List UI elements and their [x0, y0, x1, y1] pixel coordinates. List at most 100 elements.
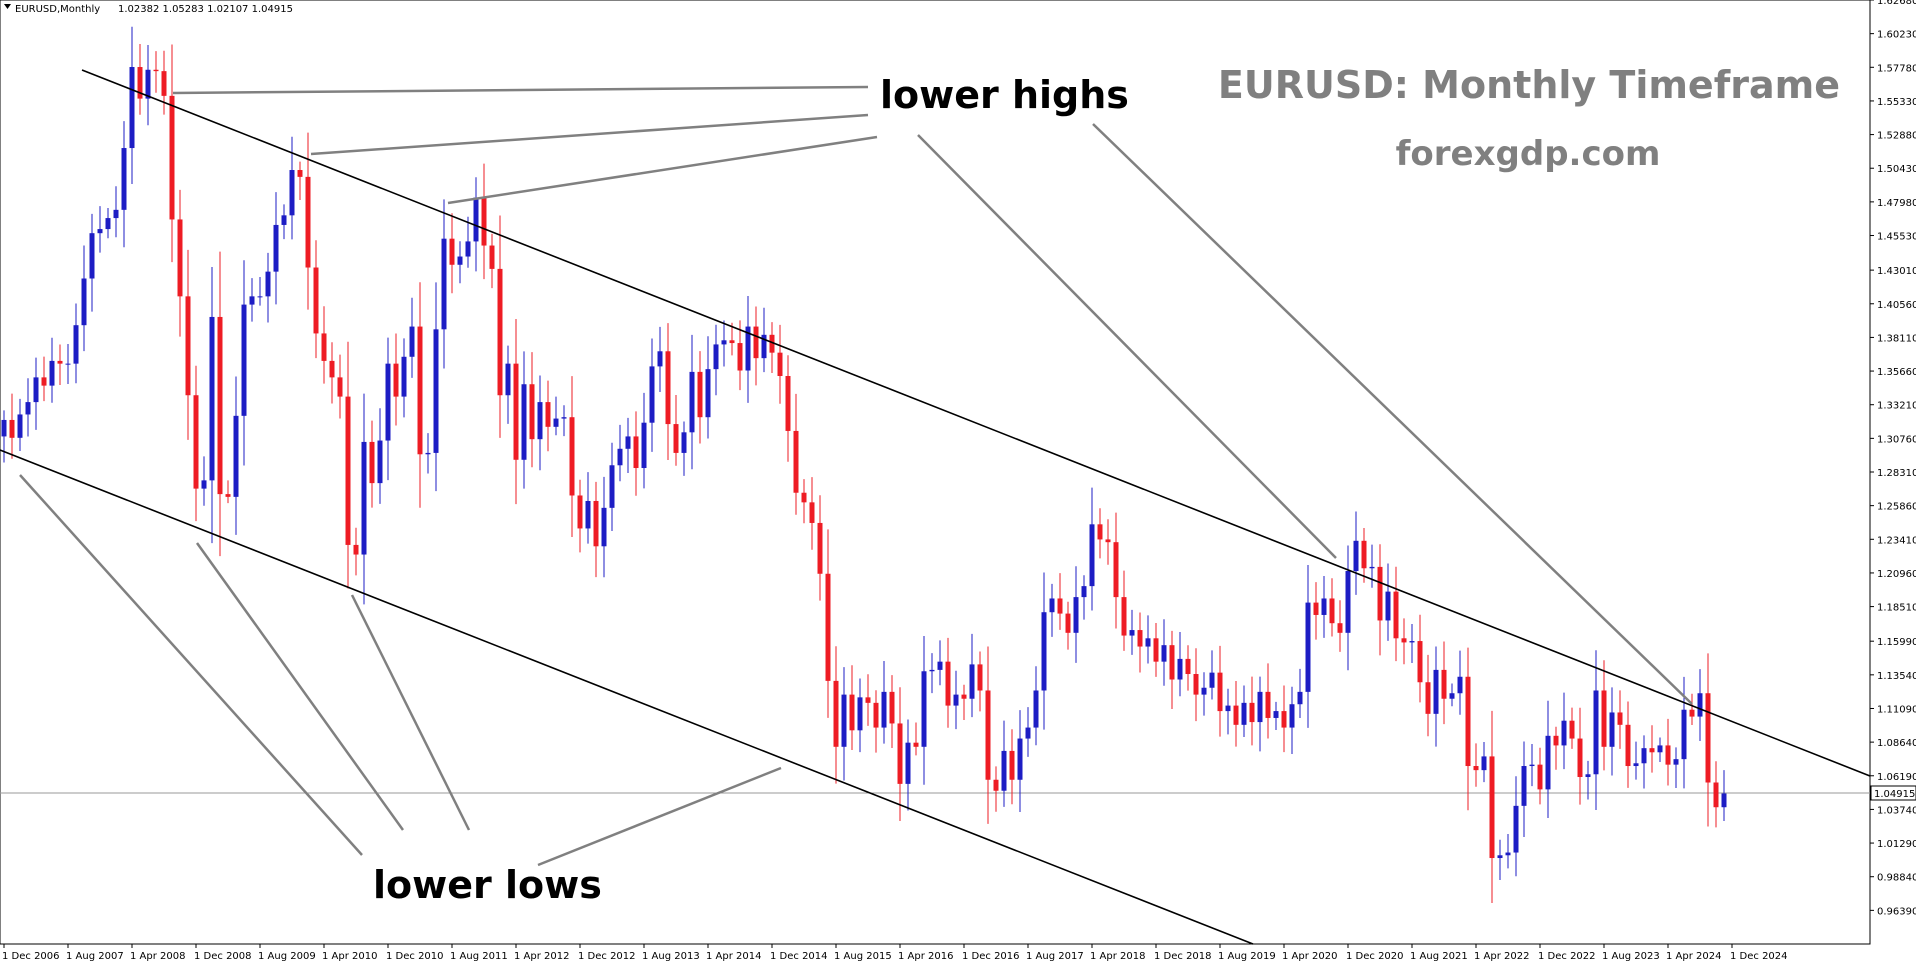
candle-body: [817, 522, 823, 574]
lower-lows-pointer-3: [350, 594, 471, 831]
x-tick-label: 1 Aug 2015: [834, 951, 892, 962]
y-tick-label: 1.45530: [1877, 232, 1916, 243]
candle-body: [1433, 669, 1439, 714]
lower-lows-label: lower lows: [373, 863, 602, 907]
candle-body: [257, 296, 263, 298]
x-tick-label: 1 Dec 2014: [770, 951, 828, 962]
candle-body: [1553, 735, 1559, 746]
candle-body: [897, 723, 903, 784]
candle-body: [1625, 724, 1631, 767]
lower-highs-pointer-1: [172, 85, 869, 95]
candle-body: [305, 176, 311, 268]
lower-highs-pointer-2: [310, 113, 869, 156]
candle-body: [289, 170, 295, 216]
candle-body: [1489, 756, 1495, 859]
candle-body: [921, 671, 927, 747]
candle-body: [1081, 586, 1087, 598]
candle-body: [65, 363, 71, 365]
candle-body: [1593, 690, 1599, 775]
candle-body: [233, 415, 239, 497]
x-tick-label: 1 Dec 2018: [1154, 951, 1212, 962]
candle-body: [1641, 748, 1647, 764]
candle-body: [201, 480, 207, 489]
candle-body: [33, 377, 39, 403]
candle-body: [273, 224, 279, 272]
candle-body: [649, 366, 655, 423]
candle-body: [1217, 672, 1223, 712]
candle-body: [513, 363, 519, 460]
x-tick-label: 1 Aug 2007: [66, 951, 124, 962]
lower-lows-pointer-2: [195, 542, 405, 831]
candle-body: [345, 396, 351, 545]
candle-body: [1673, 759, 1679, 765]
candle-body: [737, 343, 743, 371]
candle-body: [377, 440, 383, 484]
candle-body: [761, 334, 767, 359]
y-tick-label: 0.98840: [1877, 873, 1916, 884]
candle-body: [1145, 638, 1151, 647]
x-tick-label: 1 Apr 2018: [1090, 951, 1145, 962]
candle-body: [321, 333, 327, 361]
y-tick-label: 1.20960: [1877, 569, 1916, 580]
candle-body: [993, 779, 999, 791]
candle-body: [1633, 763, 1639, 767]
x-tick-label: 1 Dec 2022: [1538, 951, 1596, 962]
candle-body: [1345, 571, 1351, 633]
candle-body: [1417, 641, 1423, 683]
candle-body: [465, 241, 471, 257]
candle-body: [1281, 711, 1287, 728]
candle-body: [697, 371, 703, 418]
x-tick-label: 1 Aug 2021: [1410, 951, 1468, 962]
candles-group: [1, 26, 1727, 904]
candle-body: [185, 296, 191, 396]
candle-body: [1193, 674, 1199, 695]
candle-body: [913, 742, 919, 747]
candle-body: [1289, 704, 1295, 728]
candle-body: [1569, 720, 1575, 739]
candle-body: [1537, 764, 1543, 790]
candle-body: [1033, 690, 1039, 728]
y-tick-label: 1.25860: [1877, 502, 1916, 513]
candle-body: [1273, 711, 1279, 718]
y-tick-label: 1.50430: [1877, 164, 1916, 175]
candle-body: [705, 369, 711, 418]
time-axis: 1 Dec 2006 1 Aug 2007 1 Apr 2008 1 Dec 2008…: [2, 944, 1788, 962]
candle-body: [1233, 705, 1239, 725]
y-tick-label: 1.55330: [1877, 97, 1916, 108]
candle-body: [1105, 539, 1111, 543]
candle-body: [961, 694, 967, 699]
candle-body: [105, 218, 111, 230]
candle-body: [849, 694, 855, 731]
y-tick-label: 1.11090: [1877, 704, 1916, 715]
x-tick-label: 1 Apr 2008: [130, 951, 185, 962]
y-tick-label: 1.18510: [1877, 603, 1916, 614]
candle-body: [1369, 566, 1375, 569]
candle-body: [521, 384, 527, 460]
candle-body: [545, 402, 551, 427]
candle-body: [1377, 566, 1383, 621]
candle-body: [417, 326, 423, 455]
candle-body: [985, 690, 991, 780]
candle-body: [937, 661, 943, 670]
candle-body: [889, 691, 895, 724]
candle-body: [1297, 691, 1303, 705]
candle-body: [1657, 745, 1663, 753]
candle-body: [905, 742, 911, 784]
candle-body: [449, 238, 455, 265]
candle-body: [161, 71, 167, 96]
candle-body: [473, 197, 479, 242]
candle-body: [1209, 672, 1215, 688]
y-tick-label: 1.03740: [1877, 805, 1916, 816]
candle-body: [881, 691, 887, 728]
candle-body: [1425, 682, 1431, 714]
candle-body: [1089, 524, 1095, 587]
candle-body: [1353, 540, 1359, 572]
y-tick-label: 1.23410: [1877, 535, 1916, 546]
chart-menu-triangle-icon[interactable]: [4, 4, 11, 9]
candle-body: [777, 352, 783, 377]
candle-body: [209, 316, 215, 481]
candle-body: [1169, 645, 1175, 680]
candle-body: [409, 326, 415, 357]
candle-body: [1609, 712, 1615, 747]
